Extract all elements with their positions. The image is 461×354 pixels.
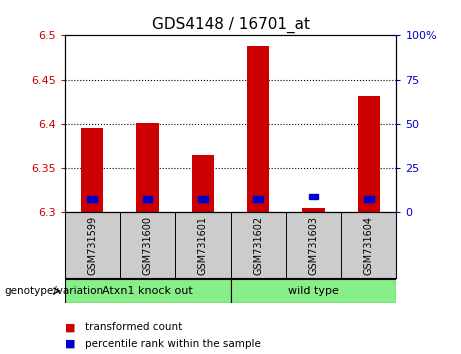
Bar — [65, 279, 230, 303]
Text: GSM731602: GSM731602 — [253, 216, 263, 275]
Bar — [87, 196, 97, 202]
Text: GSM731603: GSM731603 — [308, 216, 319, 275]
Bar — [136, 123, 159, 212]
Bar — [302, 208, 325, 212]
Text: GSM731600: GSM731600 — [142, 216, 153, 275]
Bar — [247, 46, 269, 212]
Text: ■: ■ — [65, 339, 75, 349]
Bar — [230, 279, 396, 303]
Bar — [308, 194, 319, 199]
Text: GSM731604: GSM731604 — [364, 216, 374, 275]
Bar — [192, 155, 214, 212]
Bar — [198, 196, 208, 202]
Bar — [358, 96, 380, 212]
Text: transformed count: transformed count — [85, 322, 183, 332]
Bar — [253, 196, 263, 202]
Bar — [81, 128, 103, 212]
Text: Atxn1 knock out: Atxn1 knock out — [102, 286, 193, 296]
Text: percentile rank within the sample: percentile rank within the sample — [85, 339, 261, 349]
Bar — [142, 196, 153, 202]
Text: ■: ■ — [65, 322, 75, 332]
Text: GSM731601: GSM731601 — [198, 216, 208, 275]
Text: GSM731599: GSM731599 — [87, 216, 97, 275]
Text: wild type: wild type — [288, 286, 339, 296]
Title: GDS4148 / 16701_at: GDS4148 / 16701_at — [152, 16, 309, 33]
Text: genotype/variation: genotype/variation — [5, 286, 104, 296]
Bar — [364, 196, 374, 202]
